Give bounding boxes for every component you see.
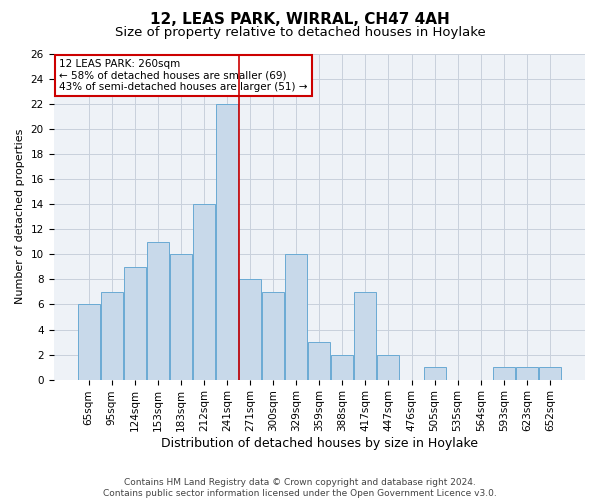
Bar [308,342,330,380]
Bar [101,292,122,380]
X-axis label: Distribution of detached houses by size in Hoylake: Distribution of detached houses by size … [161,437,478,450]
Bar [331,354,353,380]
Bar [124,267,146,380]
Text: Contains HM Land Registry data © Crown copyright and database right 2024.
Contai: Contains HM Land Registry data © Crown c… [103,478,497,498]
Bar [516,367,538,380]
Bar [170,254,192,380]
Bar [216,104,238,380]
Text: Size of property relative to detached houses in Hoylake: Size of property relative to detached ho… [115,26,485,39]
Bar [285,254,307,380]
Bar [424,367,446,380]
Bar [147,242,169,380]
Bar [539,367,561,380]
Text: 12, LEAS PARK, WIRRAL, CH47 4AH: 12, LEAS PARK, WIRRAL, CH47 4AH [150,12,450,28]
Bar [355,292,376,380]
Bar [77,304,100,380]
Bar [239,280,261,380]
Y-axis label: Number of detached properties: Number of detached properties [15,129,25,304]
Bar [193,204,215,380]
Bar [262,292,284,380]
Text: 12 LEAS PARK: 260sqm
← 58% of detached houses are smaller (69)
43% of semi-detac: 12 LEAS PARK: 260sqm ← 58% of detached h… [59,59,307,92]
Bar [493,367,515,380]
Bar [377,354,400,380]
